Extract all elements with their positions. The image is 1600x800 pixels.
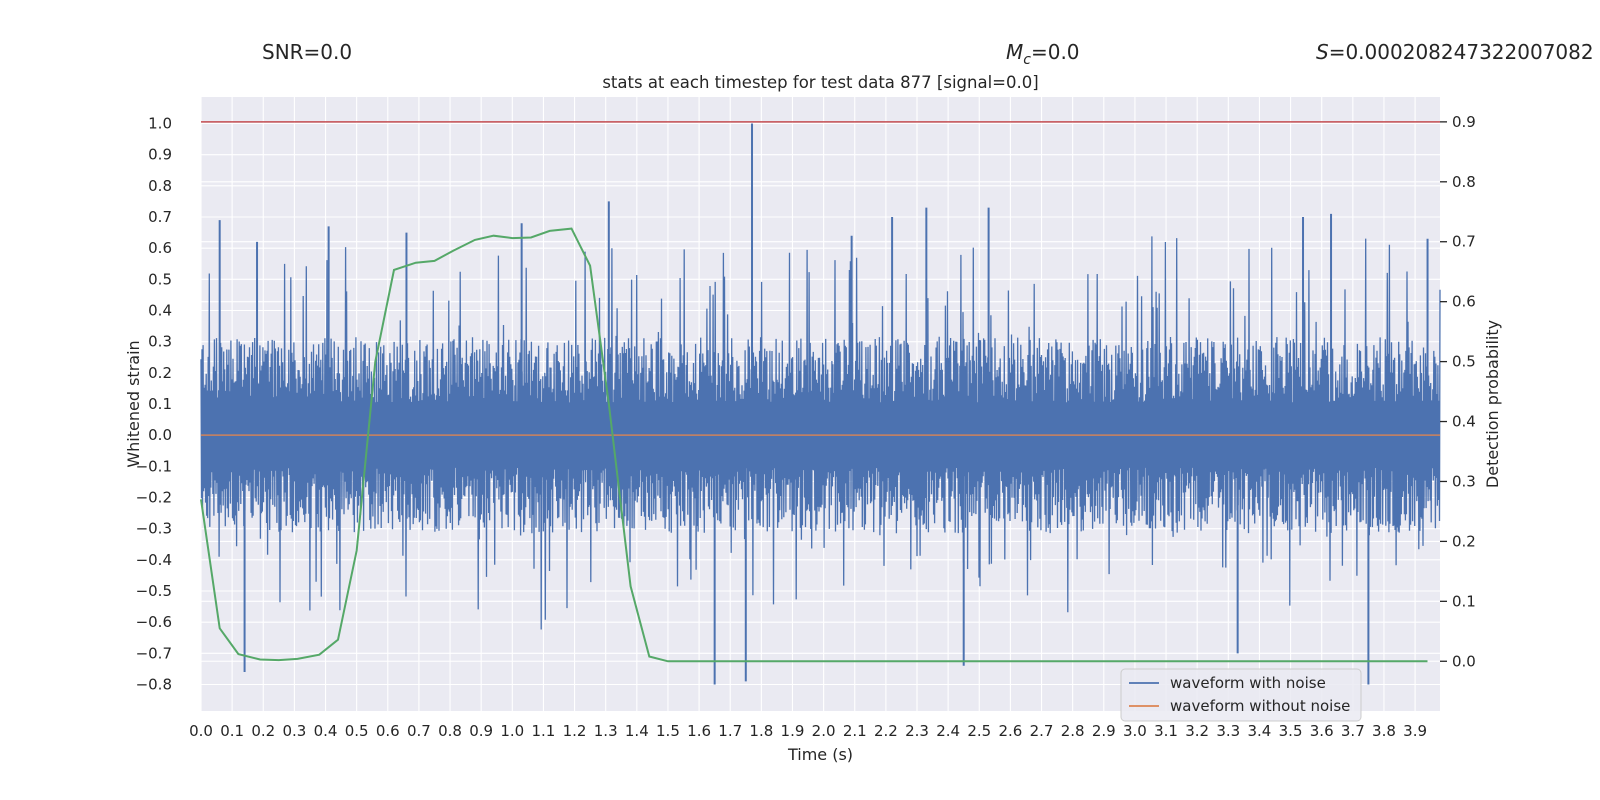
x-tick-label: 1.5 [656, 722, 680, 740]
detection-probability-line [200, 227, 1428, 663]
legend: waveform with noise waveform without noi… [1120, 668, 1362, 722]
y-left-tick-label: −0.3 [136, 520, 172, 538]
x-tick-label: 2.6 [998, 722, 1022, 740]
y-right-tick-label: 0.3 [1452, 472, 1476, 490]
x-tick-label: 2.1 [843, 722, 867, 740]
legend-label-waveform-with-noise: waveform with noise [1170, 674, 1326, 692]
x-tick-label: 3.1 [1154, 722, 1178, 740]
x-tick-label: 1.8 [749, 722, 773, 740]
y-axis-left-ticks: −0.8 −0.7 −0.6 −0.5 −0.4 −0.3 −0.2 −0.1 0.0 0.1 0.… [136, 114, 172, 693]
x-tick-label: 2.9 [1092, 722, 1116, 740]
y-right-tick-label: 0.6 [1452, 293, 1476, 311]
x-tick-label: 1.7 [718, 722, 742, 740]
y-axis-right-label: Detection probability [1483, 320, 1502, 488]
x-tick-label: 2.7 [1030, 722, 1054, 740]
chirp-mass-value: =0.0 [1030, 40, 1080, 64]
chirp-mass-symbol: M [1006, 40, 1024, 64]
y-left-tick-label: −0.5 [136, 582, 172, 600]
y-left-tick-label: 0.8 [148, 177, 172, 195]
x-tick-label: 3.3 [1216, 722, 1240, 740]
y-right-tick-label: 0.1 [1452, 592, 1476, 610]
y-left-tick-label: −0.6 [136, 613, 172, 631]
x-tick-label: 1.9 [781, 722, 805, 740]
x-tick-label: 0.3 [282, 722, 306, 740]
legend-label-waveform-without-noise: waveform without noise [1170, 697, 1350, 715]
x-tick-label: 3.8 [1372, 722, 1396, 740]
y-left-tick-label: 0.9 [148, 146, 172, 164]
x-tick-label: 1.4 [625, 722, 649, 740]
x-tick-label: 1.2 [563, 722, 587, 740]
y-right-tick-label: 0.0 [1452, 652, 1476, 670]
x-tick-label: 1.3 [594, 722, 618, 740]
y-left-tick-label: 0.3 [148, 333, 172, 351]
x-tick-label: 0.0 [189, 722, 213, 740]
y-right-tick-label: 0.7 [1452, 233, 1476, 251]
y-axis-left-label: Whitened strain [124, 340, 143, 467]
y-right-tick-label: 0.2 [1452, 532, 1476, 550]
y-left-tick-label: 0.2 [148, 364, 172, 382]
chart-title: stats at each timestep for test data 877… [602, 73, 1038, 92]
y-right-tick-label: 0.8 [1452, 173, 1476, 191]
legend-box [1120, 668, 1362, 722]
y-left-tick-label: −0.7 [136, 644, 172, 662]
x-tick-label: 3.4 [1248, 722, 1272, 740]
x-tick-label: 0.8 [438, 722, 462, 740]
x-tick-label: 2.8 [1061, 722, 1085, 740]
x-tick-label: 3.0 [1123, 722, 1147, 740]
y-left-tick-label: −0.1 [136, 457, 172, 475]
series-waveform-with-noise [200, 123, 1441, 685]
x-tick-label: 0.7 [407, 722, 431, 740]
y-left-tick-label: 0.4 [148, 301, 172, 319]
x-tick-label: 1.0 [500, 722, 524, 740]
s-statistic-label: S=0.000208247322007082 [1316, 40, 1600, 64]
y-axis-right-ticks: 0.0 0.1 0.2 0.3 0.4 0.5 0.6 0.7 0.8 0.9 [1440, 113, 1476, 670]
s-statistic-symbol: S [1316, 40, 1329, 64]
x-tick-label: 3.2 [1185, 722, 1209, 740]
x-tick-label: 2.4 [936, 722, 960, 740]
x-tick-label: 3.9 [1403, 722, 1427, 740]
x-tick-label: 0.4 [314, 722, 338, 740]
x-tick-label: 0.6 [376, 722, 400, 740]
x-tick-label: 0.2 [251, 722, 275, 740]
x-tick-label: 2.0 [812, 722, 836, 740]
x-tick-label: 2.5 [967, 722, 991, 740]
y-left-tick-label: 0.7 [148, 208, 172, 226]
x-tick-label: 3.5 [1279, 722, 1303, 740]
y-left-tick-label: 0.1 [148, 395, 172, 413]
y-left-tick-label: −0.2 [136, 489, 172, 507]
series-detection-probability [200, 227, 1428, 663]
y-left-tick-label: 0.5 [148, 270, 172, 288]
y-right-tick-label: 0.4 [1452, 413, 1476, 431]
x-tick-label: 0.9 [469, 722, 493, 740]
y-right-tick-label: 0.9 [1452, 113, 1476, 131]
x-tick-label: 3.6 [1310, 722, 1334, 740]
y-right-tick-label: 0.5 [1452, 353, 1476, 371]
x-tick-label: 2.2 [874, 722, 898, 740]
x-tick-label: 1.6 [687, 722, 711, 740]
x-tick-label: 2.3 [905, 722, 929, 740]
y-left-tick-label: −0.4 [136, 551, 172, 569]
s-statistic-value: =0.000208247322007082 [1328, 40, 1594, 64]
x-tick-label: 0.5 [345, 722, 369, 740]
y-left-tick-label: 1.0 [148, 114, 172, 132]
x-tick-label: 0.1 [220, 722, 244, 740]
snr-label: SNR=0.0 [262, 40, 353, 64]
chirp-mass-subscript: c [1023, 52, 1031, 68]
y-left-tick-label: 0.0 [148, 426, 172, 444]
y-left-tick-label: −0.8 [136, 676, 172, 694]
y-left-tick-label: 0.6 [148, 239, 172, 257]
chirp-mass-label: Mc=0.0 [1006, 40, 1080, 68]
x-tick-label: 1.1 [532, 722, 556, 740]
x-axis-label: Time (s) [787, 745, 853, 764]
noise-waveform-trace [200, 236, 1441, 630]
x-axis-ticks: 0.0 0.1 0.2 0.3 0.4 0.5 0.6 0.7 0.8 0.9 1.0 1.1 1.2 1… [189, 722, 1427, 740]
x-tick-label: 3.7 [1341, 722, 1365, 740]
